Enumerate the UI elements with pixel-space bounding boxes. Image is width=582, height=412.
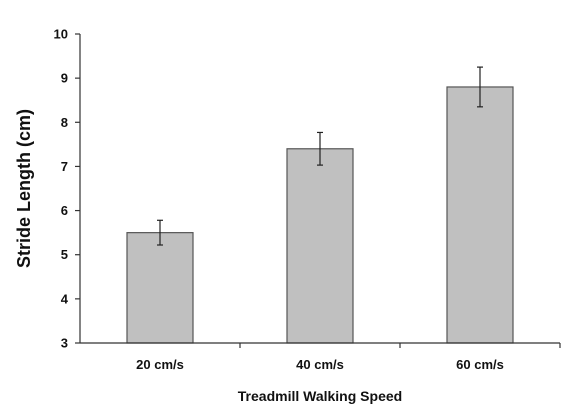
bar (286, 148, 354, 344)
x-tick-label: 20 cm/s (136, 357, 184, 372)
y-tick-label: 3 (61, 336, 68, 351)
y-tick-label: 10 (54, 27, 68, 42)
y-tick-label: 7 (61, 159, 68, 174)
y-tick-label: 8 (61, 115, 68, 130)
x-axis-title: Treadmill Walking Speed (238, 388, 402, 404)
bar (446, 86, 514, 344)
error-bars (157, 66, 483, 246)
y-axis-ticks: 3 4 5 6 7 8 9 10 (54, 27, 80, 351)
x-axis-ticks: 20 cm/s 40 cm/s 60 cm/s (136, 343, 561, 372)
y-tick-label: 6 (61, 203, 68, 218)
y-axis-title: Stride Length (cm) (14, 109, 34, 268)
y-tick-label: 4 (61, 291, 69, 306)
y-tick-label: 9 (61, 71, 68, 86)
x-tick-label: 40 cm/s (296, 357, 344, 372)
bar (126, 232, 194, 344)
y-tick-label: 5 (61, 247, 68, 262)
bars (126, 86, 514, 344)
x-tick-label: 60 cm/s (456, 357, 504, 372)
